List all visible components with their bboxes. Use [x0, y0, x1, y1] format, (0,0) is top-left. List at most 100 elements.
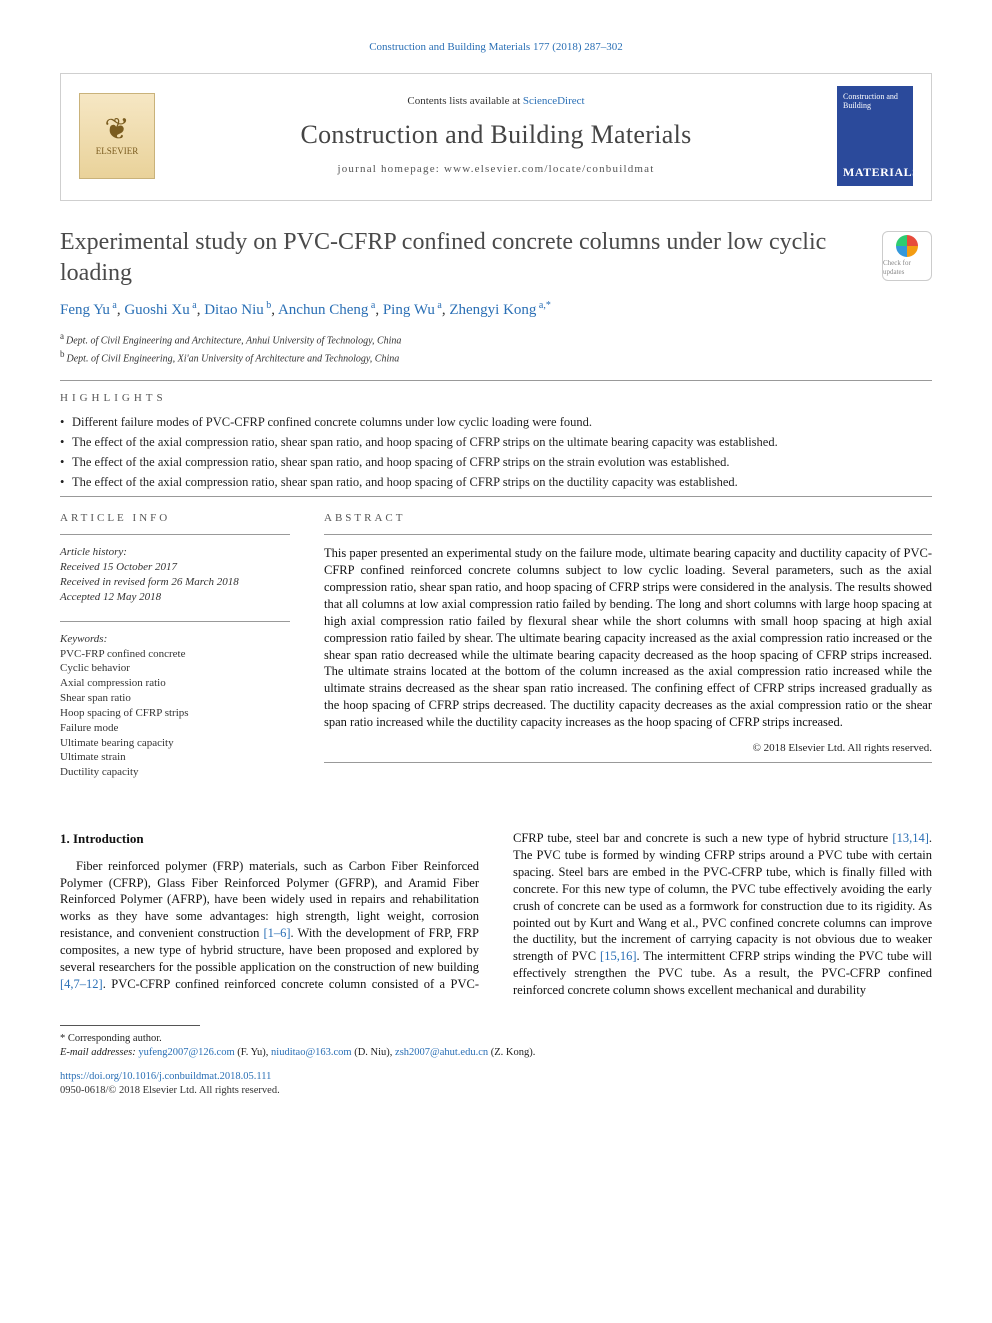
keywords-list: PVC-FRP confined concreteCyclic behavior… — [60, 647, 290, 781]
intro-paragraph: Fiber reinforced polymer (FRP) materials… — [60, 830, 932, 999]
intro-text-2a: on the construction of new building — [299, 960, 479, 974]
author-affil-marker: a — [435, 300, 442, 311]
keyword-item: Ultimate strain — [60, 750, 290, 765]
footnotes: * Corresponding author. E-mail addresses… — [60, 1032, 932, 1060]
info-abstract-row: article info Article history: Received 1… — [60, 511, 932, 780]
journal-reference: Construction and Building Materials 177 … — [60, 40, 932, 55]
article-title: Experimental study on PVC-CFRP confined … — [60, 227, 932, 289]
affiliation-item: aDept. of Civil Engineering and Architec… — [60, 330, 932, 348]
crossmark-icon — [896, 235, 918, 257]
keywords-block: Keywords: PVC-FRP confined concreteCycli… — [60, 632, 290, 780]
history-revised: Received in revised form 26 March 2018 — [60, 575, 290, 590]
author-affil-marker: b — [264, 300, 272, 311]
author-affil-marker: a — [110, 300, 117, 311]
email-link[interactable]: zsh2007@ahut.edu.cn — [395, 1047, 488, 1058]
issn-copyright-line: 0950-0618/© 2018 Elsevier Ltd. All right… — [60, 1084, 932, 1098]
email-list: yufeng2007@126.com (F. Yu), niuditao@163… — [138, 1047, 535, 1058]
header-center: Contents lists available at ScienceDirec… — [173, 94, 819, 177]
corr-label: Corresponding author. — [68, 1033, 162, 1044]
sciencedirect-link[interactable]: ScienceDirect — [523, 95, 585, 107]
highlight-item: The effect of the axial compression rati… — [60, 434, 932, 451]
divider — [60, 621, 290, 622]
corr-symbol: * — [60, 1033, 65, 1044]
keyword-item: Axial compression ratio — [60, 676, 290, 691]
keyword-item: Ductility capacity — [60, 765, 290, 780]
keyword-item: Hoop spacing of CFRP strips — [60, 706, 290, 721]
divider — [60, 380, 932, 381]
email-attribution: (D. Niu) — [354, 1047, 390, 1058]
article-history: Article history: Received 15 October 201… — [60, 545, 290, 604]
email-line: E-mail addresses: yufeng2007@126.com (F.… — [60, 1046, 932, 1060]
doi-link[interactable]: https://doi.org/10.1016/j.conbuildmat.20… — [60, 1071, 271, 1082]
journal-header: ❦ ELSEVIER Contents lists available at S… — [60, 73, 932, 201]
article-title-text: Experimental study on PVC-CFRP confined … — [60, 229, 826, 286]
author-name[interactable]: Ditao Niu — [204, 302, 264, 318]
body-two-column: 1. Introduction Fiber reinforced polymer… — [60, 830, 932, 999]
doi-line: https://doi.org/10.1016/j.conbuildmat.20… — [60, 1070, 932, 1084]
citation-link[interactable]: [13,14] — [892, 831, 928, 845]
history-accepted: Accepted 12 May 2018 — [60, 590, 290, 605]
email-label: E-mail addresses: — [60, 1047, 136, 1058]
author-name[interactable]: Anchun Cheng — [278, 302, 368, 318]
journal-cover-thumb: Construction and Building MATERIALS — [837, 86, 913, 186]
author-name[interactable]: Feng Yu — [60, 302, 110, 318]
section-heading-intro: 1. Introduction — [60, 830, 479, 848]
homepage-prefix: journal homepage: — [337, 163, 444, 175]
email-link[interactable]: yufeng2007@126.com — [138, 1047, 234, 1058]
affiliation-list: aDept. of Civil Engineering and Architec… — [60, 330, 932, 366]
elsevier-tree-icon: ❦ — [104, 115, 129, 145]
author-affil-marker: a — [368, 300, 375, 311]
abstract-column: abstract This paper presented an experim… — [324, 511, 932, 780]
divider — [60, 496, 932, 497]
affiliation-item: bDept. of Civil Engineering, Xi'an Unive… — [60, 348, 932, 366]
author-affil-marker: a — [190, 300, 197, 311]
cover-title-big: MATERIALS — [843, 164, 907, 180]
abstract-copyright: © 2018 Elsevier Ltd. All rights reserved… — [324, 741, 932, 756]
highlights-block: Different failure modes of PVC-CFRP conf… — [60, 414, 932, 491]
cover-title-small: Construction and Building — [843, 92, 907, 110]
highlight-item: Different failure modes of PVC-CFRP conf… — [60, 414, 932, 431]
highlight-item: The effect of the axial compression rati… — [60, 454, 932, 471]
author-name[interactable]: Zhengyi Kong — [449, 302, 536, 318]
abstract-text: This paper presented an experimental stu… — [324, 545, 932, 731]
history-received: Received 15 October 2017 — [60, 560, 290, 575]
footnote-separator — [60, 1025, 200, 1026]
publisher-name: ELSEVIER — [96, 145, 139, 157]
author-affil-marker: a,* — [536, 300, 550, 311]
crossmark-label: Check for updates — [883, 259, 931, 277]
corresponding-author-note: * Corresponding author. — [60, 1032, 932, 1046]
author-name[interactable]: Guoshi Xu — [124, 302, 189, 318]
history-label: Article history: — [60, 545, 290, 560]
keyword-item: PVC-FRP confined concrete — [60, 647, 290, 662]
article-info-label: article info — [60, 511, 290, 526]
email-link[interactable]: niuditao@163.com — [271, 1047, 352, 1058]
keyword-item: Ultimate bearing capacity — [60, 736, 290, 751]
citation-link[interactable]: [4,7–12] — [60, 977, 103, 991]
highlights-list: Different failure modes of PVC-CFRP conf… — [60, 414, 932, 491]
highlight-item: The effect of the axial compression rati… — [60, 474, 932, 491]
email-attribution: (Z. Kong) — [491, 1047, 533, 1058]
keyword-item: Failure mode — [60, 721, 290, 736]
citation-link[interactable]: [15,16] — [600, 949, 636, 963]
highlights-label: highlights — [60, 391, 932, 406]
elsevier-logo: ❦ ELSEVIER — [79, 93, 155, 179]
email-attribution: (F. Yu) — [237, 1047, 266, 1058]
intro-text-2c: . The PVC tube is formed by winding CFRP… — [513, 831, 932, 963]
contents-prefix: Contents lists available at — [407, 95, 522, 107]
citation-link[interactable]: [1–6] — [263, 926, 290, 940]
keyword-item: Shear span ratio — [60, 691, 290, 706]
article-info-column: article info Article history: Received 1… — [60, 511, 290, 780]
author-list: Feng Yu a, Guoshi Xu a, Ditao Niu b, Anc… — [60, 299, 932, 320]
divider — [60, 534, 290, 535]
keyword-item: Cyclic behavior — [60, 661, 290, 676]
crossmark-badge[interactable]: Check for updates — [882, 231, 932, 281]
divider — [324, 762, 932, 763]
abstract-label: abstract — [324, 511, 932, 526]
journal-homepage: journal homepage: www.elsevier.com/locat… — [173, 162, 819, 177]
homepage-url: www.elsevier.com/locate/conbuildmat — [444, 163, 655, 175]
contents-list-line: Contents lists available at ScienceDirec… — [173, 94, 819, 109]
keywords-label: Keywords: — [60, 632, 290, 647]
divider — [324, 534, 932, 535]
journal-title: Construction and Building Materials — [173, 117, 819, 152]
author-name[interactable]: Ping Wu — [383, 302, 435, 318]
